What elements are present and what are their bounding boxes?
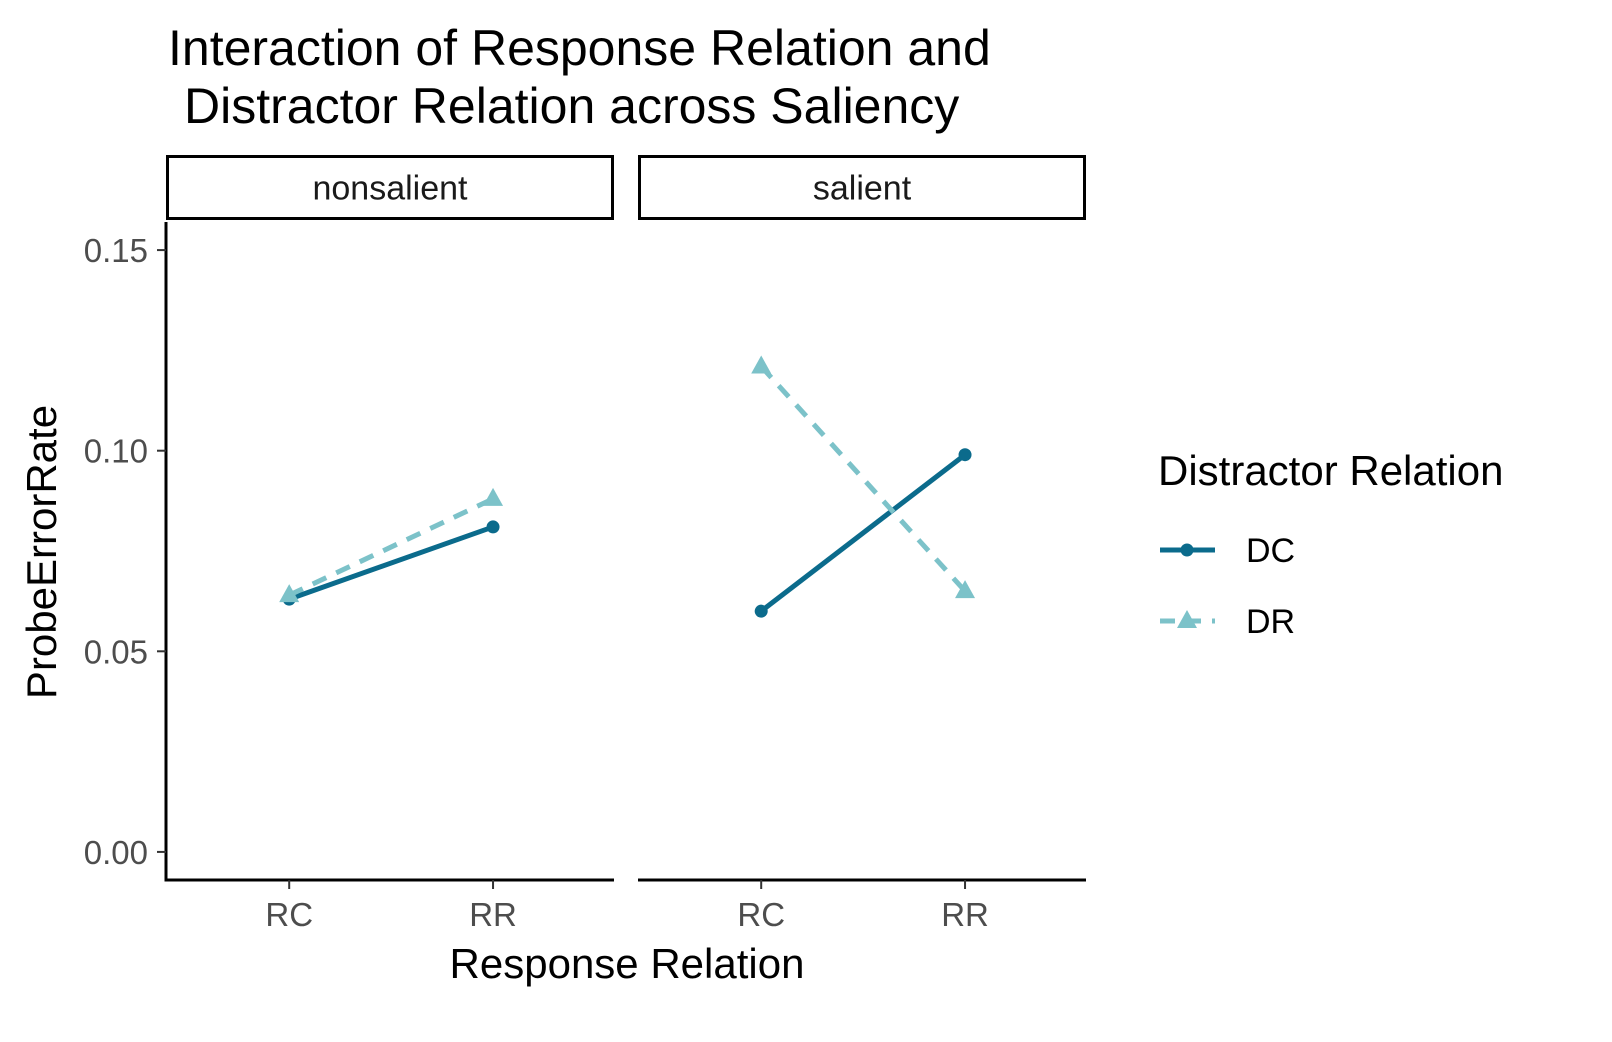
data-point-DC-RR bbox=[486, 520, 500, 534]
data-point-DC-RR bbox=[958, 448, 972, 462]
y-axis: 0.00 0.05 0.10 0.15 bbox=[84, 222, 168, 882]
data-point-DR-RR bbox=[483, 487, 504, 506]
facet-panel-nonsalient: nonsalient RC RR bbox=[166, 155, 614, 933]
legend-key-marker bbox=[1180, 543, 1194, 557]
facet-panel-salient: salient RC RR bbox=[638, 155, 1086, 933]
data-point-DR-RR bbox=[955, 580, 976, 599]
legend-title: Distractor Relation bbox=[1158, 447, 1503, 494]
legend-label: DC bbox=[1246, 532, 1295, 570]
legend-item-DR: DR bbox=[1160, 603, 1295, 641]
y-axis-title: ProbeErrorRate bbox=[18, 405, 65, 699]
x-tick-label: RC bbox=[265, 896, 313, 933]
series-line-DR bbox=[288, 496, 495, 598]
facets-layer: nonsalient RC RR salient RC RR bbox=[166, 155, 1086, 933]
y-tick-label: 0.05 bbox=[84, 633, 148, 670]
legend-label: DR bbox=[1246, 603, 1295, 641]
y-tick-label: 0.00 bbox=[84, 834, 148, 871]
x-tick-label: RC bbox=[737, 896, 785, 933]
x-axis-title: Response Relation bbox=[450, 940, 805, 987]
y-tick-label: 0.15 bbox=[84, 232, 148, 269]
facet-strip-box bbox=[166, 155, 614, 220]
facet-strip-label: salient bbox=[813, 170, 912, 208]
series-line-DC bbox=[288, 524, 494, 602]
data-point-DR-RC bbox=[279, 584, 300, 603]
data-point-DC-RC bbox=[754, 604, 768, 618]
facet-strip-label: nonsalient bbox=[312, 170, 468, 208]
legend-key-marker bbox=[1177, 610, 1197, 628]
chart-title-line1: Interaction of Response Relation and bbox=[168, 20, 991, 76]
data-point-DR-RC bbox=[751, 355, 772, 374]
chart-title-line2: Distractor Relation across Saliency bbox=[184, 78, 959, 134]
x-tick-label: RR bbox=[941, 896, 989, 933]
series-line-DC bbox=[759, 452, 967, 614]
x-tick-label: RR bbox=[469, 896, 517, 933]
facet-strip-box bbox=[638, 155, 1086, 220]
legend-item-DC: DC bbox=[1160, 532, 1295, 570]
y-tick-label: 0.10 bbox=[84, 433, 148, 470]
legend: Distractor Relation DC DR bbox=[1158, 447, 1503, 641]
